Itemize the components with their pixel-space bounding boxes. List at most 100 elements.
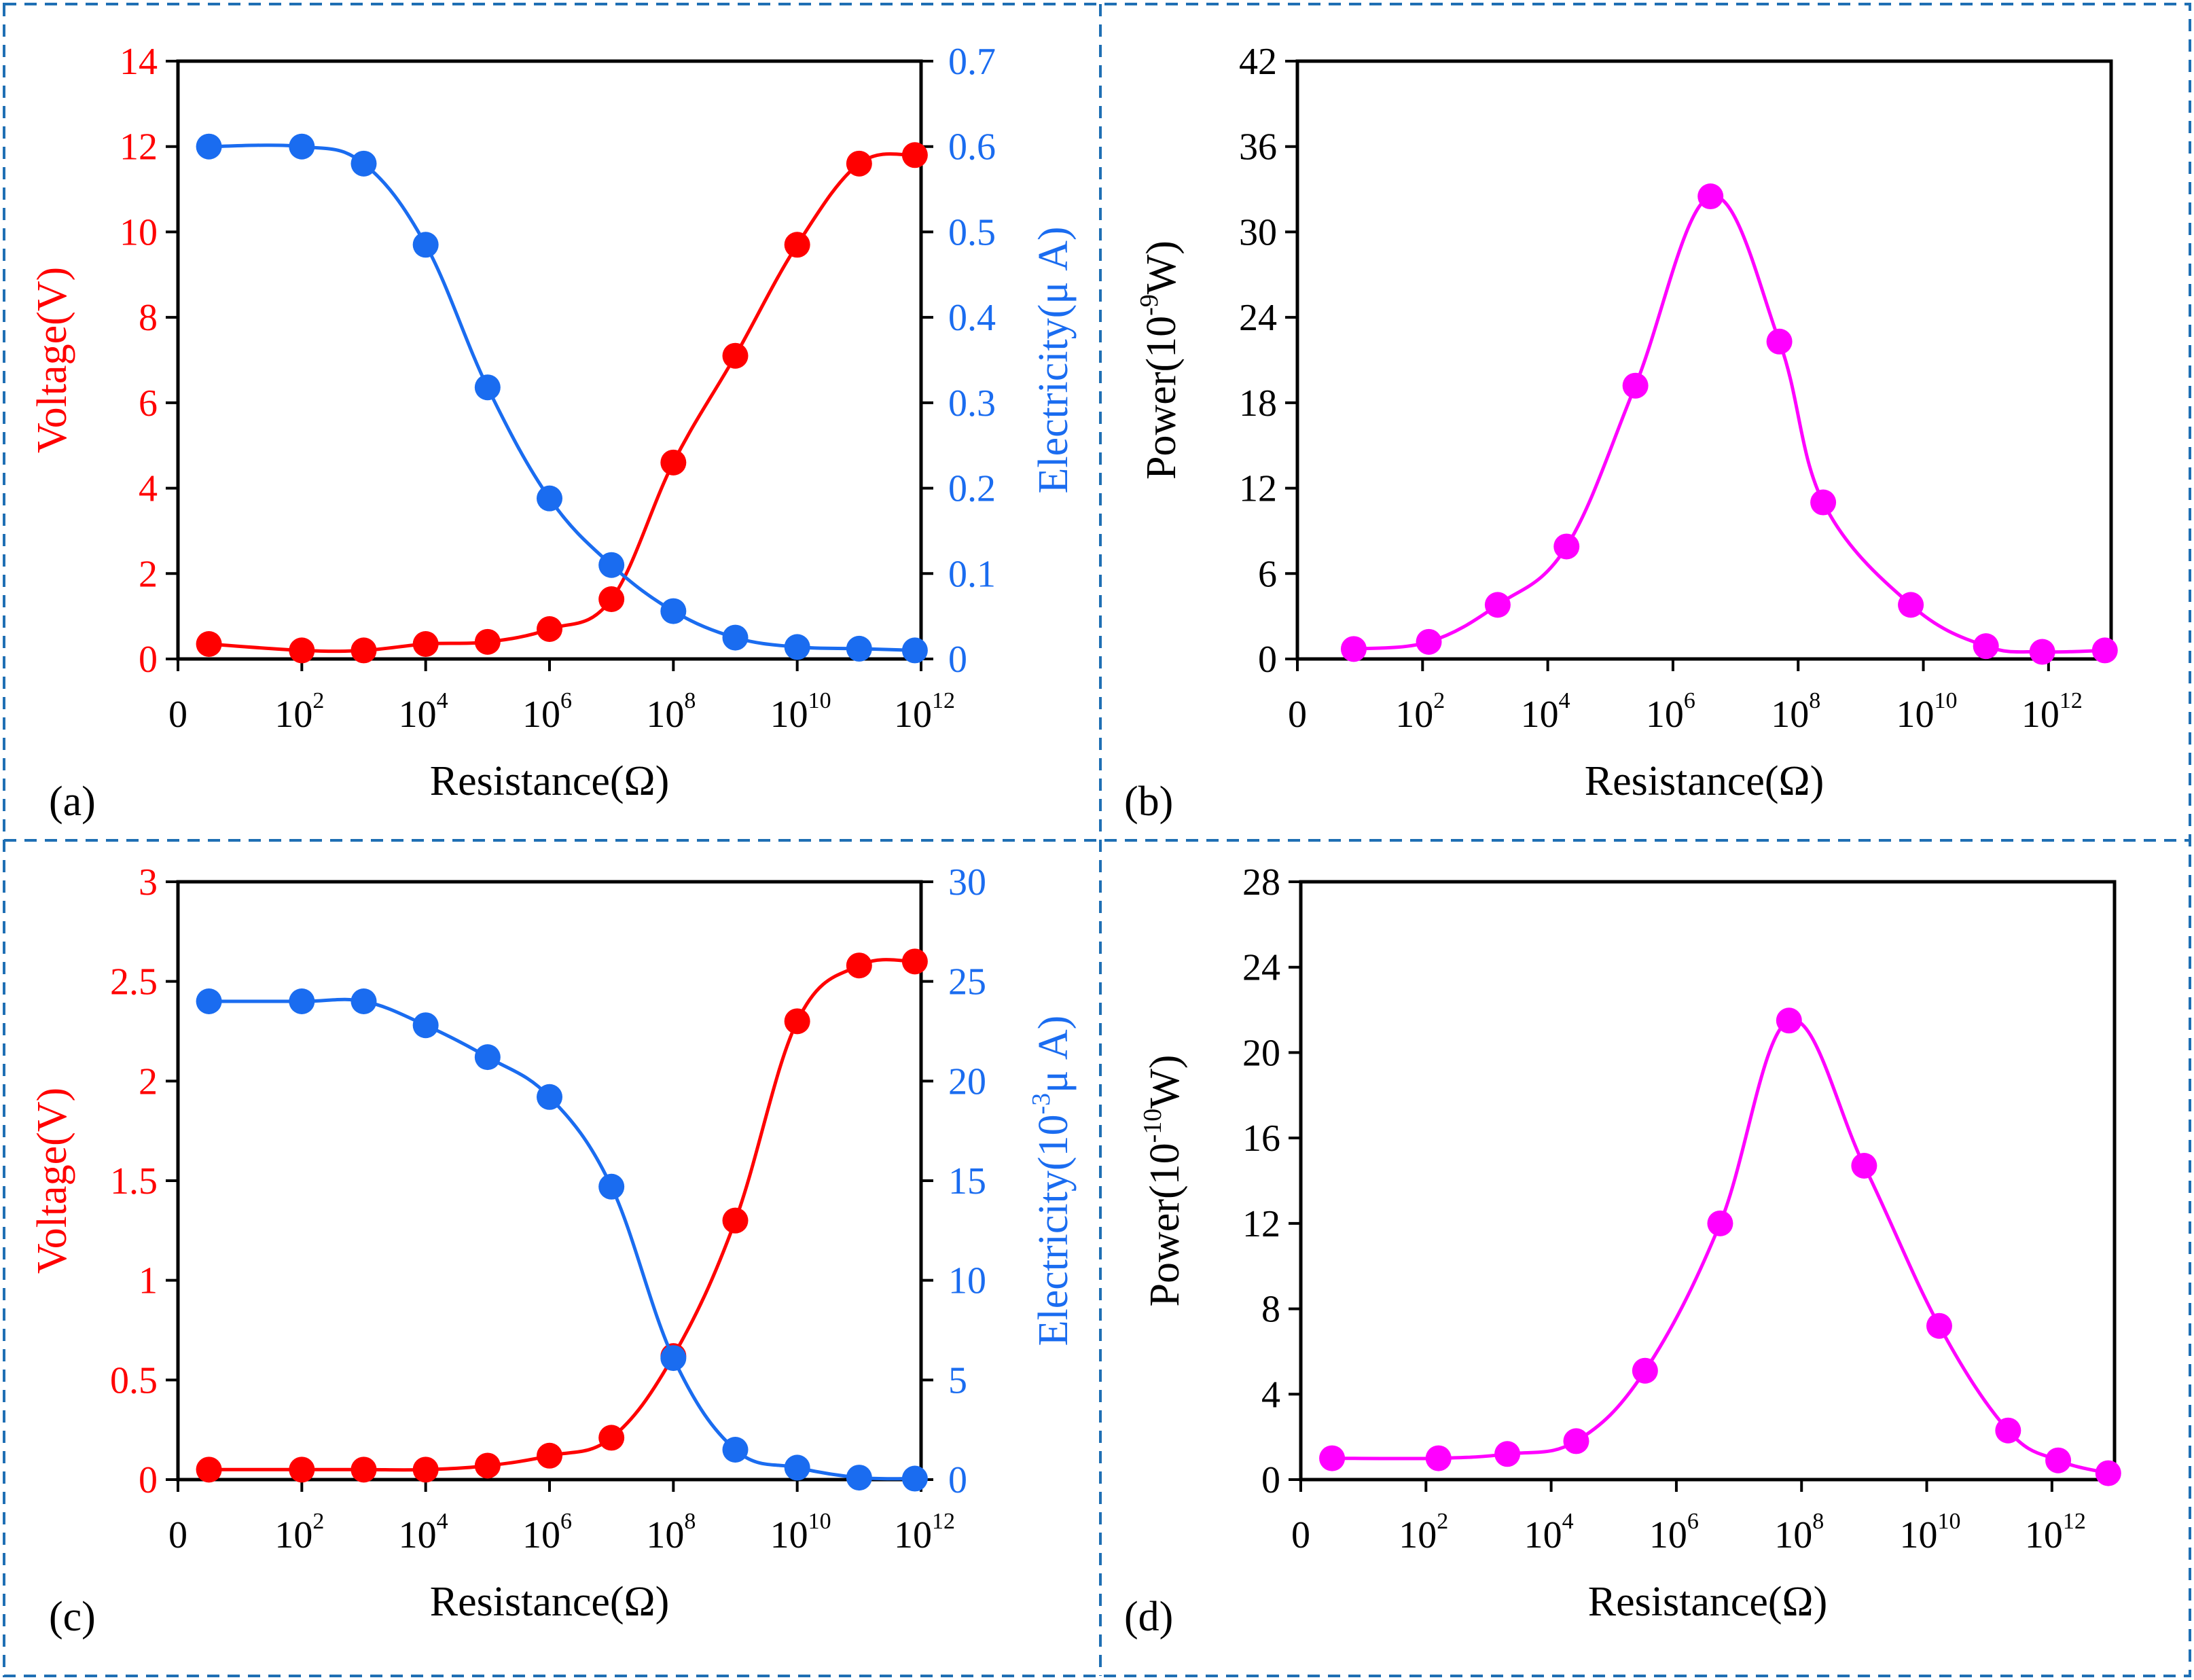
x-axis: 0 10 2 10 4 10 6 10 8 10 10 10 12 xyxy=(168,1480,955,1556)
y-left-tick-label: 0 xyxy=(1258,639,1277,681)
x-tick-label: 10 xyxy=(399,1514,437,1556)
y-right-axis: 0 0.1 0.2 0.3 0.4 0.5 0.6 0.7 xyxy=(921,41,996,681)
x-tick-label: 10 xyxy=(646,694,684,736)
x-axis: 0 10 2 10 4 10 6 10 8 10 10 10 12 xyxy=(168,659,955,736)
data-point-voltage xyxy=(196,631,222,657)
data-point-power xyxy=(1416,628,1442,655)
data-point-electricity xyxy=(901,1465,928,1492)
data-point-voltage xyxy=(289,637,315,664)
data-point-power xyxy=(2091,637,2118,664)
series-voltage xyxy=(196,948,928,1483)
x-tick-exponent: 10 xyxy=(808,1509,831,1534)
y-right-tick-label: 0.2 xyxy=(948,468,996,510)
y-left-tick-label: 14 xyxy=(120,41,158,83)
y-left-axis-label: Voltage(V) xyxy=(29,267,75,453)
x-tick-exponent: 8 xyxy=(1809,688,1820,713)
x-tick-exponent: 4 xyxy=(437,1509,448,1534)
data-point-voltage xyxy=(660,449,687,476)
x-tick-label: 0 xyxy=(1291,1514,1310,1556)
y-right-label-end: μ A) xyxy=(1030,1016,1077,1093)
data-point-power xyxy=(1553,533,1580,560)
y-left-tick-label: 24 xyxy=(1242,947,1280,989)
panel-label: (c) xyxy=(49,1594,96,1640)
y-left-axis: 0 4 8 12 16 20 24 28 xyxy=(1242,861,1301,1501)
x-tick-label: 10 xyxy=(1900,1514,1938,1556)
data-point-power xyxy=(1766,328,1793,355)
x-tick-exponent: 10 xyxy=(808,688,831,713)
y-left-tick-label: 6 xyxy=(139,382,158,425)
x-tick-label: 10 xyxy=(274,1514,312,1556)
y-left-tick-label: 12 xyxy=(120,126,158,168)
x-tick-label: 10 xyxy=(2021,694,2060,736)
series-line-electricity xyxy=(209,143,915,652)
data-point-power xyxy=(1898,592,1924,618)
series-power xyxy=(1319,1007,2121,1486)
x-tick-label: 10 xyxy=(1896,694,1935,736)
data-point-electricity xyxy=(537,485,562,512)
data-point-power xyxy=(2095,1460,2121,1486)
y-right-tick-label: 10 xyxy=(948,1260,986,1302)
data-point-voltage xyxy=(784,232,810,258)
series-line-voltage xyxy=(209,958,916,1472)
data-point-voltage xyxy=(598,1425,625,1451)
data-point-electricity xyxy=(196,133,222,160)
x-axis-label: Resistance(Ω) xyxy=(430,758,670,804)
data-point-voltage xyxy=(598,586,625,612)
y-left-tick-label: 4 xyxy=(1261,1374,1280,1416)
y-right-label-exponent: -3 xyxy=(1027,1093,1056,1115)
y-right-tick-label: 15 xyxy=(948,1160,986,1202)
data-point-power xyxy=(1563,1428,1589,1454)
x-axis-label: Resistance(Ω) xyxy=(1588,1579,1828,1625)
y-left-axis-label: Voltage(V) xyxy=(29,1088,75,1274)
data-point-voltage xyxy=(901,948,928,975)
y-left-tick-label: 24 xyxy=(1239,297,1277,339)
x-tick-label: 0 xyxy=(168,1514,187,1556)
x-tick-exponent: 12 xyxy=(932,688,955,713)
x-tick-label: 10 xyxy=(522,1514,560,1556)
x-tick-label: 10 xyxy=(1395,694,1433,736)
panel-frames xyxy=(3,3,2191,1677)
panel-label: (a) xyxy=(49,779,96,825)
y-left-label-end: W) xyxy=(1142,1055,1188,1109)
x-tick-exponent: 4 xyxy=(1559,688,1570,713)
x-tick-exponent: 8 xyxy=(684,1509,696,1534)
data-point-voltage xyxy=(784,1008,810,1035)
panel-label: (b) xyxy=(1124,779,1173,825)
x-axis: 0 10 2 10 4 10 6 10 8 10 10 10 12 xyxy=(1288,659,2083,736)
y-left-axis: 0 0.5 1 1.5 2 2.5 3 xyxy=(110,861,178,1501)
data-point-voltage xyxy=(846,952,872,979)
data-point-power xyxy=(1622,372,1649,399)
y-left-tick-label: 18 xyxy=(1239,382,1277,425)
data-point-electricity xyxy=(474,374,501,401)
y-right-axis: 0 5 10 15 20 25 30 xyxy=(921,861,986,1501)
x-tick-label: 0 xyxy=(1288,694,1307,736)
data-point-voltage xyxy=(412,631,439,657)
data-point-electricity xyxy=(784,1454,810,1481)
data-point-electricity xyxy=(722,624,749,651)
x-tick-exponent: 2 xyxy=(1433,688,1445,713)
x-tick-exponent: 12 xyxy=(2060,688,2083,713)
data-point-electricity xyxy=(784,634,810,660)
y-right-tick-label: 0.7 xyxy=(948,41,996,83)
data-point-electricity xyxy=(537,1084,562,1110)
x-tick-label: 10 xyxy=(770,1514,808,1556)
series-voltage xyxy=(196,142,928,664)
y-left-tick-label: 36 xyxy=(1239,126,1277,168)
data-point-power xyxy=(1810,489,1837,516)
plot-frame xyxy=(176,59,923,661)
x-tick-label: 10 xyxy=(770,694,808,736)
y-left-tick-label: 28 xyxy=(1242,861,1280,904)
series-line-power xyxy=(1353,194,2105,654)
data-point-voltage xyxy=(350,1456,377,1483)
y-left-tick-label: 20 xyxy=(1242,1032,1280,1074)
series-electricity xyxy=(196,988,928,1492)
data-point-voltage xyxy=(537,616,562,642)
data-point-power xyxy=(1340,636,1367,662)
y-right-tick-label: 0.5 xyxy=(948,211,996,253)
panel-label: (d) xyxy=(1124,1594,1173,1640)
x-tick-label: 0 xyxy=(168,694,187,736)
